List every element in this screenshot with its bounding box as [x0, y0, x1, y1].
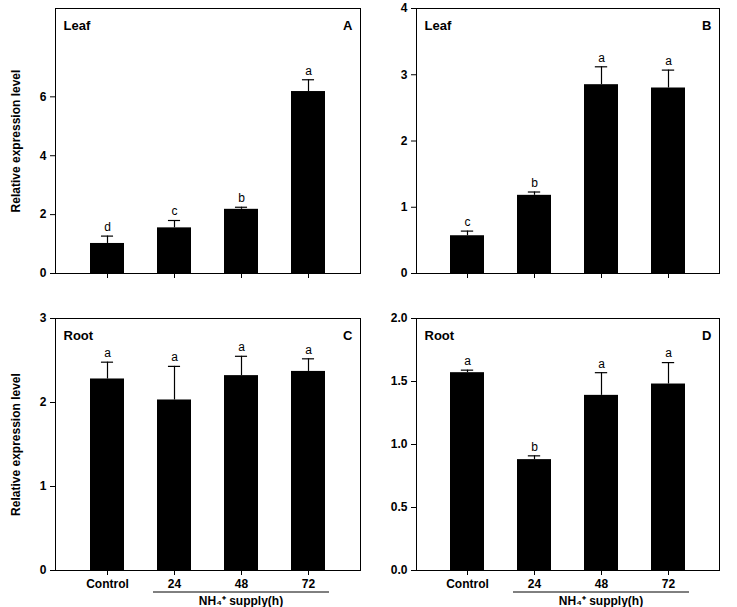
svg-text:Root: Root — [64, 328, 94, 343]
svg-text:NH₄⁺ supply(h): NH₄⁺ supply(h) — [559, 594, 643, 607]
svg-text:B: B — [702, 18, 711, 33]
svg-text:a: a — [665, 54, 672, 68]
svg-text:24: 24 — [528, 577, 542, 591]
svg-text:a: a — [598, 357, 605, 371]
svg-text:0.0: 0.0 — [391, 563, 408, 577]
svg-text:a: a — [598, 51, 605, 65]
svg-text:0.5: 0.5 — [391, 500, 408, 514]
svg-text:2.0: 2.0 — [391, 311, 408, 325]
svg-text:24: 24 — [168, 577, 182, 591]
svg-text:4: 4 — [401, 1, 408, 15]
svg-text:0: 0 — [401, 266, 408, 280]
svg-text:4: 4 — [40, 149, 47, 163]
svg-text:D: D — [702, 328, 711, 343]
svg-text:Root: Root — [425, 328, 455, 343]
svg-text:c: c — [465, 215, 471, 229]
svg-text:72: 72 — [302, 577, 316, 591]
svg-text:2: 2 — [401, 134, 408, 148]
svg-text:1.0: 1.0 — [391, 437, 408, 451]
svg-text:a: a — [305, 64, 312, 78]
svg-text:2: 2 — [40, 395, 47, 409]
svg-text:Leaf: Leaf — [64, 18, 91, 33]
svg-text:b: b — [238, 191, 245, 205]
svg-text:48: 48 — [235, 577, 249, 591]
svg-text:72: 72 — [662, 577, 676, 591]
svg-text:1: 1 — [401, 200, 408, 214]
svg-text:A: A — [343, 18, 353, 33]
svg-text:a: a — [305, 343, 312, 357]
svg-text:3: 3 — [401, 68, 408, 82]
svg-text:0: 0 — [40, 266, 47, 280]
svg-text:C: C — [343, 328, 353, 343]
svg-text:b: b — [531, 176, 538, 190]
svg-text:a: a — [464, 354, 471, 368]
svg-text:d: d — [104, 220, 111, 234]
svg-text:0: 0 — [40, 563, 47, 577]
svg-text:Control: Control — [446, 577, 489, 591]
svg-text:a: a — [171, 350, 178, 364]
svg-text:c: c — [172, 204, 178, 218]
svg-text:a: a — [104, 346, 111, 360]
svg-text:6: 6 — [40, 90, 47, 104]
svg-text:1.5: 1.5 — [391, 374, 408, 388]
svg-text:48: 48 — [595, 577, 609, 591]
svg-text:3: 3 — [40, 311, 47, 325]
svg-text:a: a — [238, 340, 245, 354]
svg-text:NH₄⁺ supply(h): NH₄⁺ supply(h) — [199, 594, 283, 607]
svg-text:b: b — [531, 440, 538, 454]
svg-text:a: a — [665, 346, 672, 360]
svg-text:Relative expression level: Relative expression level — [9, 373, 23, 516]
svg-text:1: 1 — [40, 479, 47, 493]
svg-text:Control: Control — [86, 577, 129, 591]
svg-text:2: 2 — [40, 207, 47, 221]
svg-text:Relative expression level: Relative expression level — [9, 70, 23, 213]
svg-text:Leaf: Leaf — [425, 18, 452, 33]
